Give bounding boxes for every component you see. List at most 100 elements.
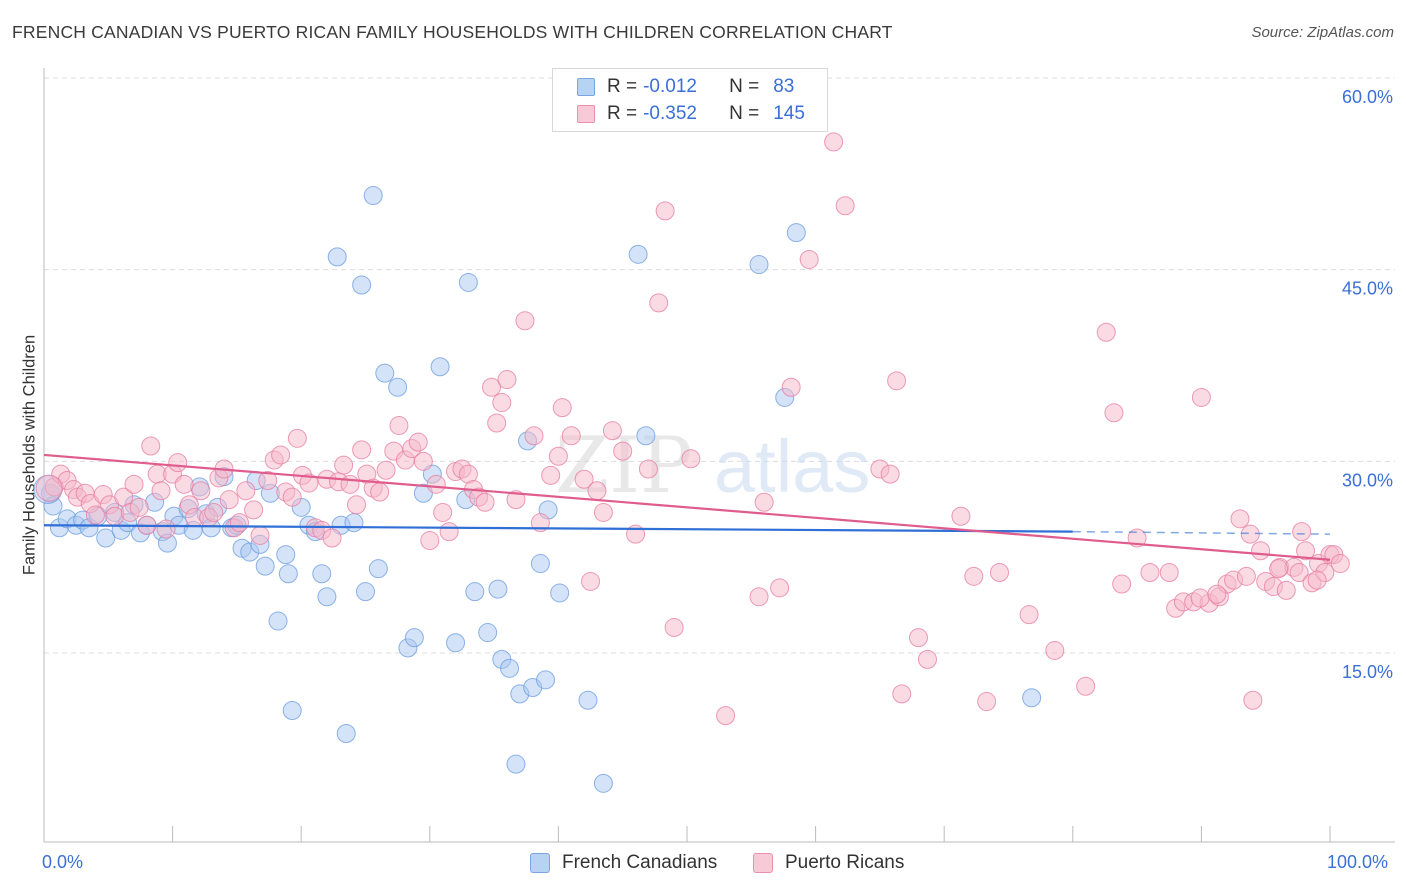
data-point bbox=[574, 469, 594, 489]
data-point bbox=[255, 556, 275, 576]
legend-n-value: 145 bbox=[773, 103, 805, 124]
data-point bbox=[389, 416, 409, 436]
data-point bbox=[1104, 403, 1124, 423]
x-tick-label-min: 0.0% bbox=[42, 852, 84, 872]
data-point bbox=[488, 579, 508, 599]
data-point bbox=[413, 451, 433, 471]
data-point bbox=[506, 754, 526, 774]
data-point bbox=[236, 481, 256, 501]
data-point bbox=[1191, 387, 1211, 407]
data-point bbox=[250, 525, 270, 545]
data-point bbox=[229, 513, 249, 533]
data-point bbox=[156, 519, 176, 539]
data-point bbox=[524, 426, 544, 446]
data-point bbox=[334, 455, 354, 475]
data-point bbox=[282, 487, 302, 507]
data-point bbox=[312, 564, 332, 584]
data-point bbox=[1140, 563, 1160, 582]
legend-n-value: 83 bbox=[773, 76, 795, 97]
data-point bbox=[1296, 541, 1316, 561]
watermark-atlas: atlas bbox=[714, 425, 870, 508]
data-point bbox=[628, 244, 648, 264]
legend-r-value: -0.012 bbox=[643, 76, 697, 97]
data-point bbox=[168, 453, 188, 473]
data-point bbox=[1330, 554, 1350, 574]
y-tick-label: 30.0% bbox=[1342, 470, 1393, 490]
legend-swatch-pink bbox=[577, 105, 595, 123]
bottom-legend-label: French Canadians bbox=[562, 852, 718, 873]
data-point bbox=[174, 474, 194, 494]
legend-swatch-blue bbox=[577, 78, 595, 96]
data-point bbox=[475, 492, 495, 512]
data-point bbox=[917, 649, 937, 669]
data-point bbox=[346, 495, 366, 515]
data-point bbox=[506, 490, 526, 510]
data-point bbox=[487, 413, 507, 433]
data-point bbox=[363, 186, 383, 206]
data-point bbox=[638, 459, 658, 479]
data-point bbox=[276, 545, 296, 565]
bottom-legend-swatch-pink bbox=[753, 853, 773, 873]
data-point bbox=[880, 464, 900, 484]
data-point bbox=[1045, 640, 1065, 660]
data-point bbox=[426, 474, 446, 494]
data-point bbox=[561, 426, 581, 446]
data-point bbox=[649, 293, 669, 313]
trend-lines bbox=[43, 453, 1331, 561]
data-point bbox=[336, 724, 356, 743]
data-point bbox=[1292, 522, 1312, 542]
data-point bbox=[749, 587, 769, 607]
data-point bbox=[1159, 563, 1179, 582]
data-point bbox=[458, 272, 478, 292]
data-point bbox=[420, 531, 440, 551]
data-point bbox=[433, 502, 453, 522]
data-point bbox=[716, 706, 736, 726]
data-point bbox=[439, 522, 459, 542]
data-point bbox=[530, 513, 550, 533]
y-tick-label: 15.0% bbox=[1342, 662, 1393, 682]
data-point bbox=[151, 481, 171, 501]
data-point bbox=[613, 441, 633, 461]
legend-r-key: R = bbox=[607, 103, 638, 124]
legend: R = -0.012 N = 83 R = -0.352 N = 145 bbox=[552, 68, 828, 132]
data-point bbox=[492, 393, 512, 413]
data-point bbox=[1251, 541, 1271, 561]
grid-lines bbox=[44, 77, 1395, 654]
series-puerto-ricans bbox=[35, 132, 1350, 726]
data-point bbox=[541, 465, 561, 485]
data-point bbox=[578, 690, 598, 710]
data-point bbox=[299, 473, 319, 493]
data-point bbox=[550, 583, 570, 603]
data-point bbox=[552, 398, 572, 418]
y-tick-labels: 15.0% 30.0% 45.0% 60.0% bbox=[1342, 87, 1393, 682]
data-point bbox=[1276, 580, 1296, 600]
data-point bbox=[376, 460, 396, 480]
data-point bbox=[85, 505, 105, 525]
data-point bbox=[824, 132, 844, 152]
data-point bbox=[602, 421, 622, 441]
data-point bbox=[497, 370, 517, 390]
data-point bbox=[1127, 528, 1147, 548]
trend-line-french-canadians bbox=[43, 524, 1073, 533]
data-point bbox=[408, 432, 428, 452]
data-point bbox=[636, 426, 656, 446]
data-point bbox=[593, 502, 613, 522]
data-point bbox=[1230, 509, 1250, 529]
data-point bbox=[96, 528, 116, 548]
data-point bbox=[515, 311, 535, 331]
data-point bbox=[1190, 588, 1210, 608]
data-point bbox=[1236, 566, 1256, 586]
data-point bbox=[951, 506, 971, 526]
data-point bbox=[892, 684, 912, 704]
data-point bbox=[344, 513, 364, 533]
data-point bbox=[1307, 570, 1327, 590]
chart-title: FRENCH CANADIAN VS PUERTO RICAN FAMILY H… bbox=[12, 22, 893, 42]
watermark: ZIP atlas bbox=[555, 421, 870, 511]
bottom-legend-swatch-blue bbox=[530, 853, 550, 873]
data-point bbox=[352, 440, 372, 460]
data-point bbox=[404, 628, 424, 648]
legend-row-puerto-ricans: R = -0.352 N = 145 bbox=[553, 99, 805, 129]
legend-row-french-canadians: R = -0.012 N = 83 bbox=[553, 72, 794, 102]
data-point bbox=[388, 377, 408, 397]
